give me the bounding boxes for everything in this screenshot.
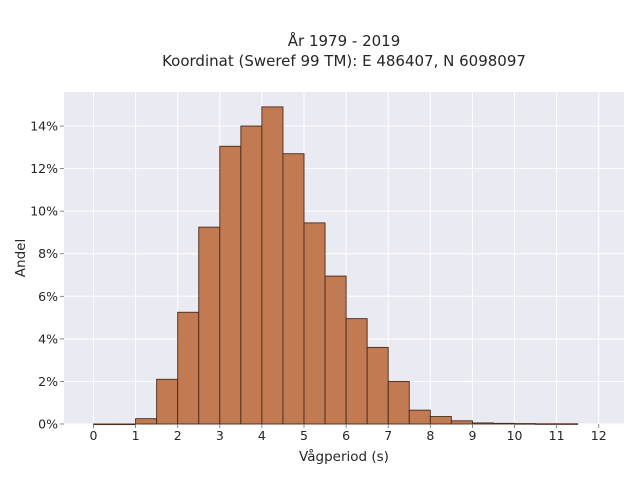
- histogram-bar: [261, 106, 284, 425]
- histogram-bar: [429, 416, 452, 425]
- x-tick-label: 12: [591, 428, 607, 443]
- bar-layer: [93, 106, 579, 426]
- y-tick-label: 8%: [38, 246, 58, 261]
- x-tick-label: 6: [342, 428, 350, 443]
- histogram-bar: [240, 125, 263, 425]
- histogram-bar: [471, 422, 494, 425]
- histogram-bar: [514, 423, 537, 425]
- y-tick-label: 6%: [38, 289, 58, 304]
- histogram-bar: [135, 418, 158, 425]
- x-tick-label: 10: [507, 428, 523, 443]
- histogram-bar: [282, 153, 305, 425]
- chart-title: År 1979 - 2019: [288, 31, 401, 50]
- x-tick-label: 2: [174, 428, 182, 443]
- histogram-bar: [198, 226, 221, 425]
- x-tick-label: 0: [89, 428, 97, 443]
- histogram-bar: [366, 346, 389, 425]
- y-tick-label: 14%: [30, 119, 58, 134]
- histogram-bar: [324, 275, 347, 425]
- histogram-bar: [493, 422, 515, 425]
- histogram-bar: [450, 420, 473, 425]
- y-tick-label: 12%: [30, 161, 58, 176]
- histogram-bar: [408, 409, 431, 425]
- y-tick-label: 4%: [38, 331, 58, 346]
- histogram-bar: [345, 318, 368, 425]
- y-tick-label: 10%: [30, 204, 58, 219]
- histogram-bar: [156, 378, 179, 425]
- x-tick-label: 9: [468, 428, 476, 443]
- y-tick-layer: 0% 2% 4% 6% 8% 10% 12% 14%: [30, 119, 64, 432]
- y-tick-label: 0%: [38, 417, 58, 432]
- histogram-bar: [303, 222, 326, 425]
- y-tick-label: 2%: [38, 374, 58, 389]
- histogram-bar: [177, 311, 200, 425]
- histogram-bar: [219, 145, 242, 425]
- x-tick-label: 5: [300, 428, 308, 443]
- x-tick-label: 3: [216, 428, 224, 443]
- x-axis-label: Vågperiod (s): [299, 448, 389, 465]
- histogram-bar: [114, 423, 137, 426]
- x-tick-label: 1: [132, 428, 140, 443]
- histogram-bar: [556, 423, 579, 425]
- x-tick-layer: 0 1 2 3 4 5 6 7 8 9 10 11 12: [89, 424, 607, 443]
- histogram-bar: [387, 380, 410, 425]
- histogram-bar: [93, 423, 115, 426]
- x-tick-label: 8: [426, 428, 434, 443]
- histogram-bar: [535, 423, 558, 425]
- y-axis-label: Andel: [13, 239, 29, 277]
- x-tick-label: 7: [384, 428, 392, 443]
- chart-subtitle: Koordinat (Sweref 99 TM): E 486407, N 60…: [162, 52, 526, 70]
- x-tick-label: 11: [549, 428, 565, 443]
- x-tick-label: 4: [258, 428, 266, 443]
